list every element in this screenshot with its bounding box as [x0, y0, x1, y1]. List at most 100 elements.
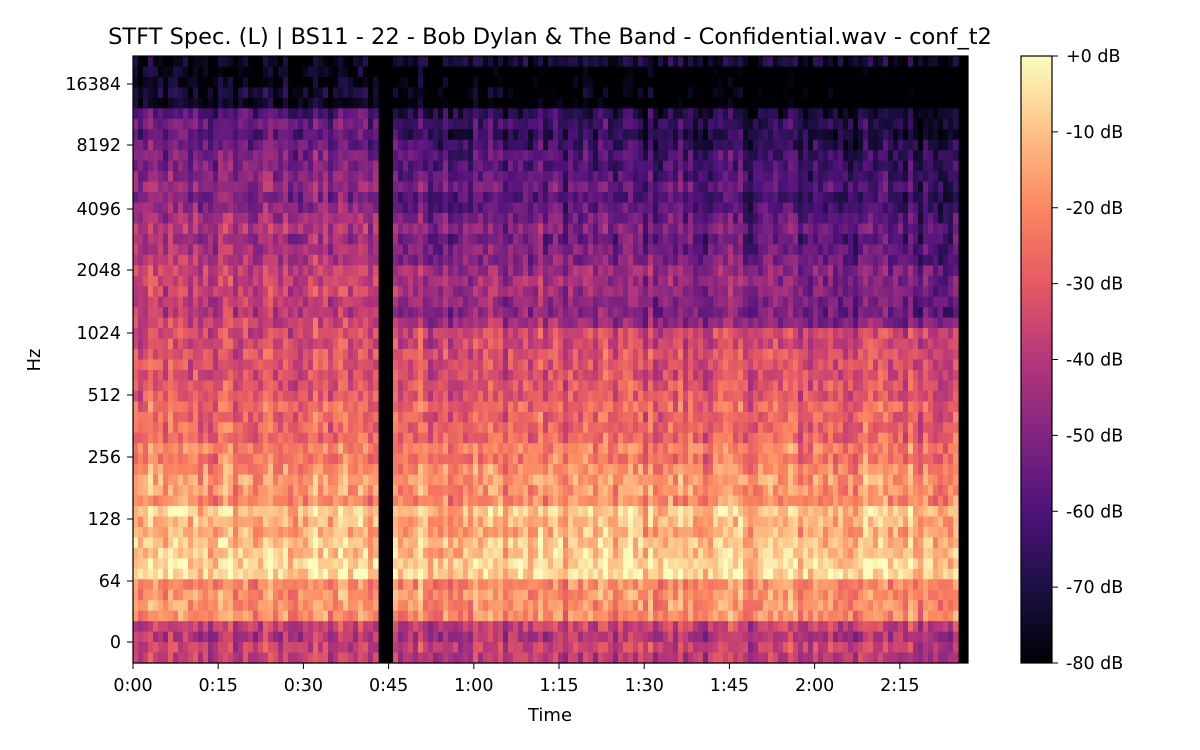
- spectrogram-cell: [458, 202, 464, 214]
- spectrogram-cell: [163, 422, 169, 434]
- spectrogram-cell: [183, 631, 189, 643]
- spectrogram-cell: [188, 181, 194, 193]
- spectrogram-cell: [573, 286, 579, 298]
- spectrogram-cell: [398, 275, 404, 287]
- spectrogram-cell: [423, 129, 429, 141]
- spectrogram-cell: [483, 589, 489, 601]
- spectrogram-cell: [208, 118, 214, 130]
- spectrogram-cell: [448, 56, 454, 68]
- spectrogram-cell: [138, 464, 144, 476]
- spectrogram-cell: [418, 150, 424, 162]
- spectrogram-cell: [458, 66, 464, 78]
- spectrogram-cell: [478, 422, 484, 434]
- spectrogram-cell: [313, 108, 319, 120]
- spectrogram-cell: [503, 631, 509, 643]
- spectrogram-cell: [158, 453, 164, 465]
- spectrogram-cell: [513, 443, 519, 455]
- spectrogram-cell: [198, 579, 204, 591]
- spectrogram-cell: [563, 66, 569, 78]
- spectrogram-cell: [498, 558, 504, 570]
- spectrogram-cell: [313, 526, 319, 539]
- spectrogram-cell: [333, 76, 339, 88]
- spectrogram-cell: [413, 631, 419, 643]
- spectrogram-cell: [443, 652, 449, 664]
- spectrogram-cell: [423, 233, 429, 245]
- spectrogram-cell: [483, 485, 489, 497]
- spectrogram-cell: [518, 286, 524, 298]
- spectrogram-cell: [223, 317, 229, 329]
- spectrogram-cell: [393, 380, 399, 392]
- spectrogram-cell: [428, 579, 434, 591]
- spectrogram-cell: [243, 474, 249, 486]
- spectrogram-cell: [483, 401, 489, 413]
- spectrogram-cell: [488, 118, 494, 130]
- spectrogram-cell: [283, 139, 289, 151]
- spectrogram-cell: [268, 275, 274, 287]
- spectrogram-cell: [248, 56, 254, 68]
- spectrogram-cell: [333, 296, 339, 308]
- spectrogram-cell: [513, 495, 519, 507]
- spectrogram-cell: [243, 317, 249, 329]
- spectrogram-cell: [543, 286, 549, 298]
- spectrogram-cell: [553, 87, 559, 99]
- spectrogram-cell: [538, 296, 544, 308]
- spectrogram-cell: [463, 108, 469, 120]
- spectrogram-cell: [513, 579, 519, 591]
- spectrogram-cell: [438, 97, 444, 109]
- spectrogram-cell: [463, 621, 469, 633]
- spectrogram-cell: [228, 642, 234, 654]
- spectrogram-cell: [423, 181, 429, 193]
- spectrogram-cell: [293, 359, 299, 371]
- spectrogram-cell: [503, 443, 509, 455]
- spectrogram-cell: [358, 547, 364, 559]
- spectrogram-cell: [313, 631, 319, 643]
- spectrogram-cell: [493, 150, 499, 162]
- spectrogram-cell: [348, 108, 354, 120]
- spectrogram-cell: [448, 537, 454, 549]
- spectrogram-cell: [363, 537, 369, 549]
- spectrogram-cell: [483, 265, 489, 277]
- spectrogram-cell: [308, 558, 314, 570]
- spectrogram-cell: [148, 610, 154, 622]
- spectrogram-cell: [543, 87, 549, 99]
- spectrogram-cell: [373, 443, 379, 455]
- spectrogram-cell: [313, 600, 319, 612]
- spectrogram-cell: [303, 87, 309, 99]
- spectrogram-cell: [223, 338, 229, 350]
- spectrogram-cell: [203, 108, 209, 120]
- spectrogram-cell: [303, 464, 309, 476]
- spectrogram-cell: [553, 495, 559, 507]
- spectrogram-cell: [398, 474, 404, 486]
- spectrogram-cell: [518, 202, 524, 214]
- spectrogram-cell: [483, 506, 489, 518]
- spectrogram-cell: [418, 380, 424, 392]
- spectrogram-cell: [573, 411, 579, 423]
- spectrogram-cell: [458, 328, 464, 340]
- spectrogram-cell: [448, 286, 454, 298]
- spectrogram-cell: [313, 589, 319, 601]
- spectrogram-cell: [313, 254, 319, 266]
- spectrogram-cell: [398, 621, 404, 633]
- spectrogram-cell: [228, 212, 234, 225]
- spectrogram-cell: [198, 411, 204, 423]
- spectrogram-cell: [243, 495, 249, 507]
- spectrogram-cell: [373, 610, 379, 622]
- spectrogram-cell: [178, 97, 184, 109]
- spectrogram-cell: [353, 139, 359, 151]
- spectrogram-cell: [438, 338, 444, 350]
- spectrogram-cell: [368, 66, 374, 78]
- spectrogram-cell: [418, 286, 424, 298]
- spectrogram-cell: [263, 139, 269, 151]
- spectrogram-cell: [208, 307, 214, 319]
- spectrogram-cell: [328, 443, 334, 455]
- spectrogram-cell: [423, 275, 429, 287]
- spectrogram-cell: [343, 359, 349, 371]
- spectrogram-cell: [218, 401, 224, 413]
- spectrogram-cell: [408, 328, 414, 340]
- spectrogram-cell: [563, 547, 569, 559]
- spectrogram-cell: [143, 307, 149, 319]
- spectrogram-cell: [563, 506, 569, 518]
- spectrogram-cell: [573, 97, 579, 109]
- spectrogram-cell: [483, 380, 489, 392]
- spectrogram-cell: [488, 233, 494, 245]
